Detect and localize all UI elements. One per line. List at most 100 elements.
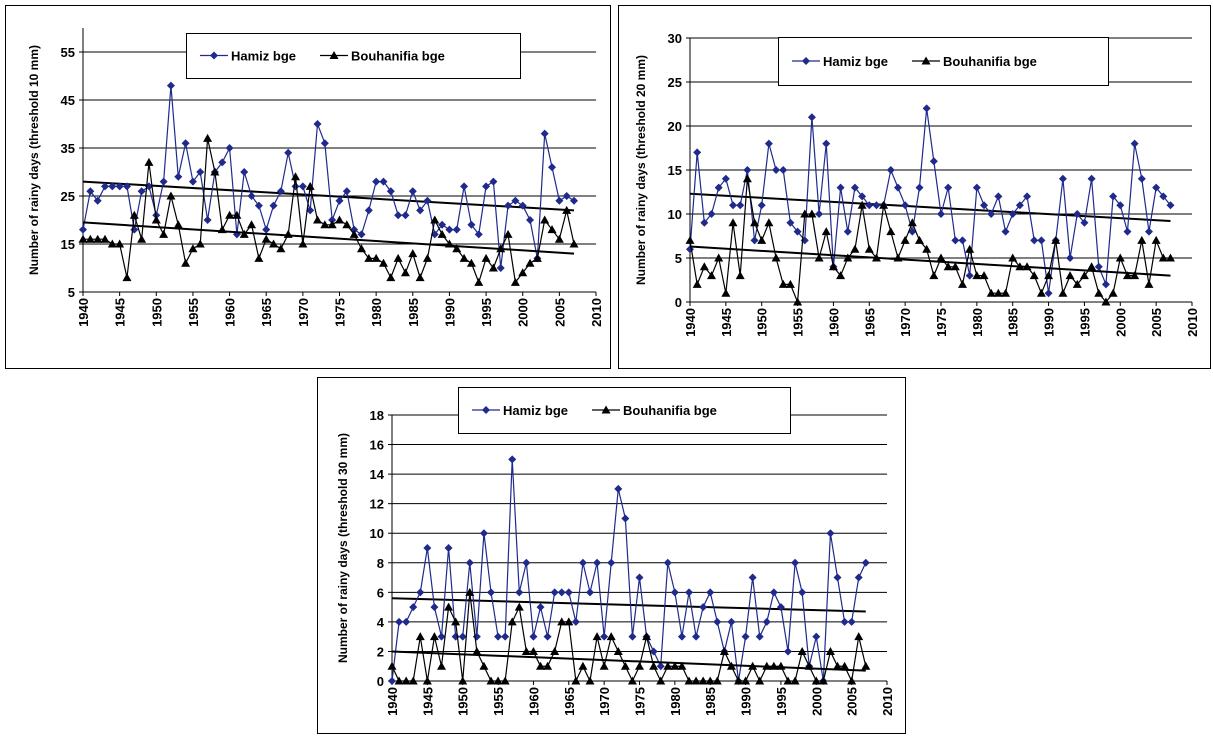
- marker: [100, 234, 110, 243]
- marker: [1023, 192, 1032, 201]
- x-tick-label: 1955: [791, 308, 806, 337]
- marker: [712, 676, 722, 685]
- marker: [840, 661, 850, 670]
- marker: [489, 177, 498, 186]
- marker: [929, 271, 939, 280]
- marker: [993, 288, 1003, 297]
- marker: [721, 174, 730, 183]
- series-line: [391, 592, 867, 684]
- x-tick-label: 1975: [333, 298, 348, 327]
- marker: [557, 617, 567, 626]
- marker: [726, 661, 736, 670]
- marker: [1001, 227, 1010, 236]
- marker: [379, 177, 388, 186]
- marker: [741, 632, 750, 641]
- marker: [727, 617, 736, 626]
- marker: [1130, 139, 1139, 148]
- marker: [879, 200, 889, 209]
- marker: [364, 206, 373, 215]
- marker: [195, 239, 205, 248]
- marker: [488, 263, 498, 272]
- marker: [444, 602, 454, 611]
- marker: [394, 676, 404, 685]
- marker: [415, 632, 425, 641]
- marker: [578, 661, 588, 670]
- marker: [217, 225, 227, 234]
- marker: [1072, 279, 1082, 288]
- marker: [1144, 279, 1154, 288]
- marker: [677, 661, 687, 670]
- x-tick-label: 1985: [406, 298, 421, 327]
- x-tick-label: 1975: [633, 687, 648, 716]
- marker: [1037, 236, 1046, 245]
- marker: [342, 220, 352, 229]
- y-tick-label: 0: [675, 295, 682, 310]
- marker: [218, 158, 227, 167]
- marker: [1101, 280, 1110, 289]
- marker: [791, 558, 800, 567]
- marker: [706, 588, 715, 597]
- marker: [812, 632, 821, 641]
- x-tick-label: 2000: [1113, 308, 1128, 337]
- marker: [1144, 227, 1153, 236]
- x-tick-label: 1950: [149, 298, 164, 327]
- marker: [1109, 192, 1118, 201]
- marker: [93, 196, 102, 205]
- marker: [159, 177, 168, 186]
- marker: [854, 573, 863, 582]
- marker: [283, 229, 293, 238]
- marker: [493, 676, 503, 685]
- marker: [402, 617, 411, 626]
- y-tick-label: 20: [668, 119, 682, 134]
- marker: [677, 632, 686, 641]
- marker: [1058, 174, 1067, 183]
- marker: [613, 646, 623, 655]
- marker: [915, 183, 924, 192]
- y-tick-label: 55: [61, 45, 75, 60]
- marker: [342, 187, 351, 196]
- marker: [137, 187, 146, 196]
- marker: [438, 220, 447, 229]
- marker: [372, 177, 381, 186]
- marker: [284, 148, 293, 157]
- marker: [785, 279, 795, 288]
- marker: [649, 661, 659, 670]
- marker: [793, 297, 803, 306]
- marker: [822, 139, 831, 148]
- legend-marker: [601, 405, 611, 414]
- marker: [108, 182, 117, 191]
- marker: [1080, 218, 1089, 227]
- marker: [188, 244, 198, 253]
- marker: [356, 244, 366, 253]
- marker: [437, 632, 446, 641]
- marker: [707, 271, 717, 280]
- marker: [364, 253, 374, 262]
- marker: [833, 573, 842, 582]
- marker: [320, 139, 329, 148]
- marker: [306, 206, 315, 215]
- marker: [713, 617, 722, 626]
- x-tick-label: 1960: [526, 687, 541, 716]
- marker: [972, 183, 981, 192]
- marker: [100, 182, 109, 191]
- y-tick-label: 12: [370, 497, 384, 512]
- marker: [821, 227, 831, 236]
- marker: [496, 244, 506, 253]
- legend-marker: [802, 57, 810, 65]
- marker: [388, 677, 396, 685]
- marker: [508, 455, 517, 464]
- marker: [965, 244, 975, 253]
- x-tick-label: 1990: [442, 298, 457, 327]
- marker: [423, 544, 432, 552]
- marker: [1065, 271, 1075, 280]
- marker: [893, 253, 903, 262]
- marker: [122, 273, 132, 282]
- x-tick-label: 1945: [113, 298, 128, 327]
- marker: [152, 211, 161, 220]
- marker: [254, 253, 264, 262]
- legend-box: [778, 37, 1109, 86]
- marker: [814, 253, 824, 262]
- marker: [86, 187, 95, 196]
- marker: [115, 182, 124, 191]
- y-tick-label: 6: [377, 585, 384, 600]
